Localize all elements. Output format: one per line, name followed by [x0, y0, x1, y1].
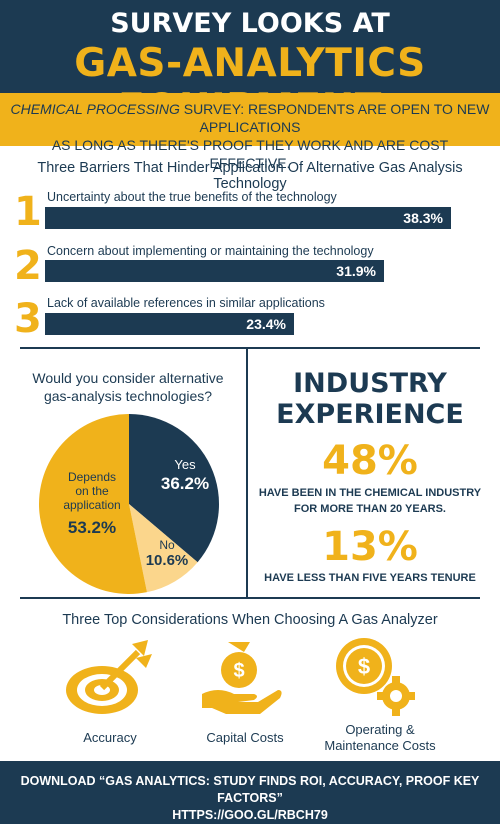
pie-label-no: No: [159, 538, 175, 552]
intro-band: [0, 93, 500, 146]
industry-title-line1: INDUSTRY: [293, 368, 447, 399]
pie-label-no-group: No 10.6%: [137, 538, 197, 569]
barrier-bar-2: 31.9%: [45, 260, 384, 282]
pie-slice-no: [129, 504, 198, 593]
pie-value-depends: 53.2%: [67, 518, 117, 537]
industry-stat2-value: 13%: [322, 524, 418, 570]
target-icon: [66, 640, 152, 714]
pie-label-depends-1: Depends: [67, 470, 117, 484]
svg-text:$: $: [358, 654, 370, 679]
industry-stat1-line2: FOR MORE THAN 20 YEARS.: [294, 503, 446, 515]
consideration-capital-costs: Capital Costs: [206, 730, 284, 745]
header-banner: [0, 0, 500, 93]
pie-question-line1: Would you consider alternative: [32, 370, 224, 386]
considerations-title: Three Top Considerations When Choosing A…: [62, 612, 438, 628]
industry-title-line2: EXPERIENCE: [276, 399, 464, 430]
footer-link[interactable]: HTTPS://GOO.GL/RBCH79: [172, 808, 328, 822]
barrier-value-3: 23.4%: [246, 316, 286, 332]
dollar-gear-icon: $: [336, 638, 415, 716]
section-divider-top: [20, 347, 480, 349]
consideration-accuracy: Accuracy: [83, 730, 137, 745]
pie-chart: [38, 414, 219, 594]
footer-text: DOWNLOAD “GAS ANALYTICS: STUDY FINDS ROI…: [0, 773, 500, 824]
section-divider-vertical: [246, 349, 248, 597]
svg-text:$: $: [233, 660, 244, 682]
pie-label-depends-3: application: [63, 498, 121, 512]
pie-question: Would you consider alternative gas-analy…: [10, 369, 246, 405]
industry-stat1-desc: HAVE BEEN IN THE CHEMICAL INDUSTRY FOR M…: [250, 485, 490, 517]
pie-value-yes: 36.2%: [160, 474, 210, 493]
consideration-operating-line2: Maintenance Costs: [324, 738, 436, 753]
barrier-label-3: Lack of available references in similar …: [47, 296, 325, 310]
pie-label-yes-group: Yes 36.2%: [150, 457, 220, 494]
intro-line1: SURVEY: RESPONDENTS ARE OPEN TO NEW APPL…: [179, 101, 490, 135]
footer-line1: DOWNLOAD “GAS ANALYTICS: STUDY FINDS ROI…: [20, 774, 480, 805]
pie-slice-depends: [38, 414, 147, 594]
industry-title: INDUSTRY EXPERIENCE: [250, 368, 490, 430]
barrier-number-3: 3: [14, 296, 42, 342]
barrier-bar-3: 23.4%: [45, 313, 294, 335]
barrier-label-1: Uncertainty about the true benefits of t…: [47, 190, 337, 204]
pie-value-no: 10.6%: [145, 552, 189, 569]
barrier-number-2: 2: [14, 243, 42, 289]
industry-stat1-value: 48%: [322, 438, 418, 484]
pie-label-depends-2: on the: [75, 484, 109, 498]
pie-label-depends-group: Depends on the application 53.2%: [47, 470, 137, 538]
intro-line2: AS LONG AS THERE'S PROOF THEY WORK AND A…: [51, 137, 449, 171]
pie-slice-yes: [129, 414, 219, 563]
barrier-value-1: 38.3%: [403, 210, 443, 226]
intro-text: CHEMICAL PROCESSING SURVEY: RESPONDENTS …: [10, 100, 490, 172]
barrier-value-2: 31.9%: [336, 263, 376, 279]
pie-label-yes: Yes: [174, 457, 196, 472]
consideration-operating-costs: Operating & Maintenance Costs: [310, 722, 450, 754]
barrier-number-1: 1: [14, 189, 42, 235]
barriers-title: Three Barriers That Hinder Application O…: [37, 160, 463, 192]
barrier-label-2: Concern about implementing or maintainin…: [47, 244, 374, 258]
intro-italic: CHEMICAL PROCESSING: [10, 101, 180, 117]
title-line-1: SURVEY LOOKS AT: [110, 8, 390, 39]
footer-banner: [0, 761, 500, 824]
barrier-bar-1: 38.3%: [45, 207, 451, 229]
industry-stat1-line1: HAVE BEEN IN THE CHEMICAL INDUSTRY: [258, 487, 482, 499]
money-hand-icon: $: [202, 642, 282, 714]
pie-question-line2: gas-analysis technologies?: [43, 388, 213, 404]
industry-stat2-desc: HAVE LESS THAN FIVE YEARS TENURE: [264, 572, 476, 584]
section-divider-bottom: [20, 597, 480, 599]
consideration-operating-line1: Operating &: [345, 722, 415, 737]
